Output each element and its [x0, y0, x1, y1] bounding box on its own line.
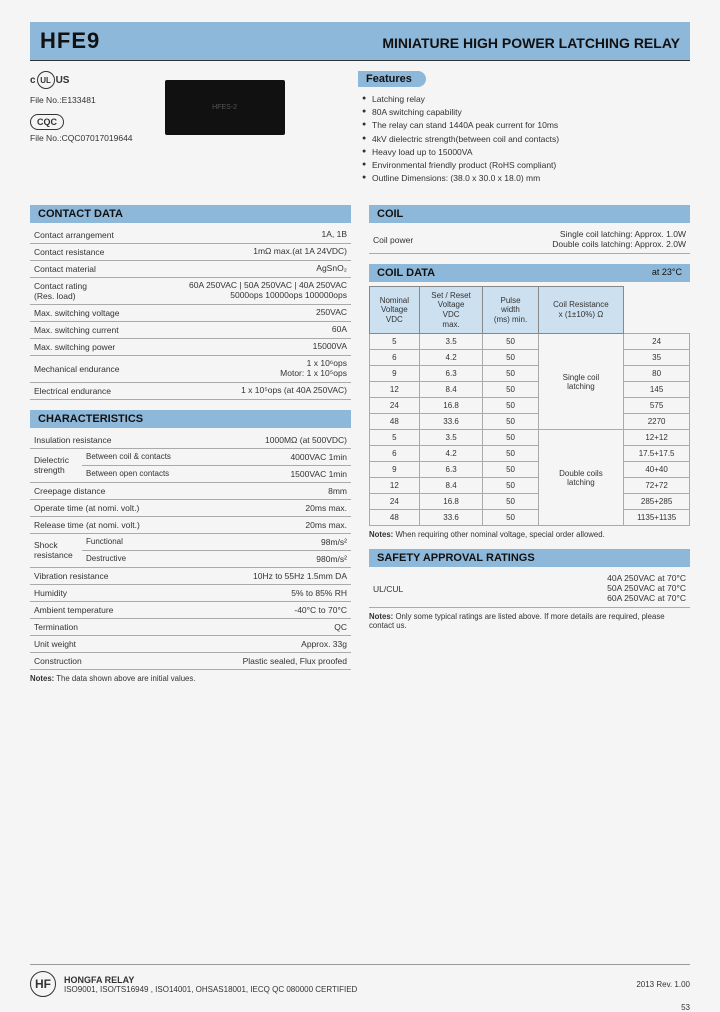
safety-note: Notes: Only some typical ratings are lis…	[369, 612, 690, 631]
table-row: Mechanical endurance1 x 10⁶opsMotor: 1 x…	[30, 356, 351, 383]
safety-header: SAFETY APPROVAL RATINGS	[369, 549, 690, 567]
coil-data-note: Notes: When requiring other nominal volt…	[369, 530, 690, 539]
feature-item: Environmental friendly product (RoHS com…	[362, 159, 690, 172]
right-column: COIL Coil power Single coil latching: Ap…	[369, 195, 690, 683]
characteristics-table: Insulation resistance1000MΩ (at 500VDC)D…	[30, 432, 351, 670]
table-row: Contact materialAgSnO₂	[30, 261, 351, 278]
table-row: TerminationQC	[30, 618, 351, 635]
table-row: Release time (at nomi. volt.)20ms max.	[30, 516, 351, 533]
hongfa-logo-icon: HF	[30, 971, 56, 997]
characteristics-header: CHARACTERISTICS	[30, 410, 351, 428]
table-row: Humidity5% to 85% RH	[30, 584, 351, 601]
table-row: 64.25035	[370, 350, 690, 366]
table-row: Contact arrangement1A, 1B	[30, 227, 351, 244]
feature-item: Outline Dimensions: (38.0 x 30.0 x 18.0)…	[362, 172, 690, 185]
ul-logo-icon: c UL US	[30, 71, 133, 89]
footer: HF HONGFA RELAY ISO9001, ISO/TS16949 , I…	[30, 964, 690, 997]
table-row: 2416.850285+285	[370, 494, 690, 510]
feature-item: The relay can stand 1440A peak current f…	[362, 119, 690, 132]
contact-data-table: Contact arrangement1A, 1BContact resista…	[30, 227, 351, 400]
ul-cert-block: c UL US File No.:E133481 CQC File No.:CQ…	[30, 71, 340, 143]
left-column: CONTACT DATA Contact arrangement1A, 1BCo…	[30, 195, 351, 683]
table-row: 2416.850575	[370, 398, 690, 414]
features-list: Latching relay80A switching capabilityTh…	[358, 93, 690, 185]
safety-ul-value: 40A 250VAC at 70°C50A 250VAC at 70°C60A …	[467, 571, 690, 607]
ul-file-no: File No.:E133481	[30, 95, 133, 105]
table-row: ConstructionPlastic sealed, Flux proofed	[30, 652, 351, 669]
characteristics-note: Notes: The data shown above are initial …	[30, 674, 351, 683]
feature-item: Latching relay	[362, 93, 690, 106]
table-row: Insulation resistance1000MΩ (at 500VDC)	[30, 432, 351, 449]
coil-data-header: COIL DATAat 23°C	[369, 264, 690, 282]
table-row: 128.450145	[370, 382, 690, 398]
page-number: 53	[681, 1003, 690, 1012]
table-row: Shock resistanceFunctional98m/s²	[30, 533, 351, 550]
main-columns: CONTACT DATA Contact arrangement1A, 1BCo…	[30, 195, 690, 683]
table-row: 53.550Double coilslatching12+12	[370, 430, 690, 446]
top-section: c UL US File No.:E133481 CQC File No.:CQ…	[30, 71, 690, 185]
footer-company: HONGFA RELAY	[64, 975, 357, 985]
table-row: Contact resistance1mΩ max.(at 1A 24VDC)	[30, 244, 351, 261]
title-bar: HFE9 MINIATURE HIGH POWER LATCHING RELAY	[30, 22, 690, 61]
table-row: Creepage distance8mm	[30, 482, 351, 499]
footer-revision: 2013 Rev. 1.00	[636, 980, 690, 989]
table-row: Contact rating(Res. load)60A 250VAC | 50…	[30, 278, 351, 305]
contact-data-header: CONTACT DATA	[30, 205, 351, 223]
product-title: MINIATURE HIGH POWER LATCHING RELAY	[382, 35, 680, 51]
table-row: Max. switching power15000VA	[30, 339, 351, 356]
table-row: 4833.6502270	[370, 414, 690, 430]
feature-item: 80A switching capability	[362, 106, 690, 119]
safety-table: UL/CUL 40A 250VAC at 70°C50A 250VAC at 7…	[369, 571, 690, 607]
table-row: Operate time (at nomi. volt.)20ms max.	[30, 499, 351, 516]
table-row: 64.25017.5+17.5	[370, 446, 690, 462]
table-row: 4833.6501135+1135	[370, 510, 690, 526]
footer-certs: ISO9001, ISO/TS16949 , ISO14001, OHSAS18…	[64, 985, 357, 994]
features-header: Features	[358, 71, 426, 87]
feature-item: Heavy load up to 15000VA	[362, 146, 690, 159]
coil-power-value: Single coil latching: Approx. 1.0WDouble…	[450, 227, 690, 253]
coil-power-label: Coil power	[369, 227, 450, 253]
safety-ul-label: UL/CUL	[369, 571, 467, 607]
coil-data-table: NominalVoltageVDCSet / ResetVoltageVDCma…	[369, 286, 690, 526]
table-row: Vibration resistance10Hz to 55Hz 1.5mm D…	[30, 567, 351, 584]
cqc-file-no: File No.:CQC07017019644	[30, 133, 133, 143]
feature-item: 4kV dielectric strength(between coil and…	[362, 133, 690, 146]
table-row: 96.35040+40	[370, 462, 690, 478]
table-row: Max. switching voltage250VAC	[30, 305, 351, 322]
table-row: Max. switching current60A	[30, 322, 351, 339]
features-column: Features Latching relay80A switching cap…	[358, 71, 690, 185]
table-row: 96.35080	[370, 366, 690, 382]
cert-column: c UL US File No.:E133481 CQC File No.:CQ…	[30, 71, 340, 185]
coil-table: Coil power Single coil latching: Approx.…	[369, 227, 690, 254]
product-image: HFES-2	[165, 80, 285, 135]
table-row: 53.550Single coillatching24	[370, 334, 690, 350]
table-row: Unit weightApprox. 33g	[30, 635, 351, 652]
table-row: DielectricstrengthBetween coil & contact…	[30, 448, 351, 465]
table-row: Electrical endurance1 x 10⁵ops (at 40A 2…	[30, 382, 351, 399]
model-number: HFE9	[40, 28, 100, 54]
table-row: 128.45072+72	[370, 478, 690, 494]
coil-header: COIL	[369, 205, 690, 223]
table-row: Ambient temperature-40°C to 70°C	[30, 601, 351, 618]
cqc-logo-icon: CQC	[30, 117, 133, 127]
